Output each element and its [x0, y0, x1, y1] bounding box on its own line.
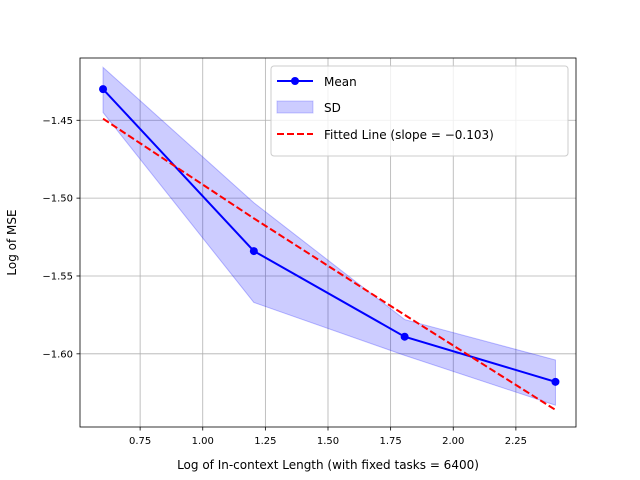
fitted-line [102, 117, 556, 411]
x-axis-label: Log of In-context Length (with fixed tas… [177, 458, 479, 472]
legend-mean-label: Mean [324, 75, 357, 89]
x-tick-label: 0.75 [129, 436, 151, 447]
mean-point [99, 85, 108, 94]
x-tick-label: 2.00 [442, 436, 464, 447]
legend-box [270, 65, 569, 157]
y-tick-label: −1.55 [42, 271, 73, 282]
x-tick-label: 2.25 [505, 436, 527, 447]
mean-point [400, 332, 409, 341]
legend-sd-patch [276, 100, 314, 114]
y-tick-label: −1.60 [42, 349, 73, 360]
y-axis-label: Log of MSE [5, 209, 19, 275]
x-tick-label: 1.50 [317, 436, 339, 447]
ticks: 0.75 1.00 1.25 1.50 1.75 2.00 2.25 −1.45 −1.50 −1… [42, 116, 527, 447]
grid [80, 58, 576, 427]
sd-band [102, 66, 556, 406]
series-layer [99, 85, 560, 411]
x-tick-label: 1.75 [379, 436, 401, 447]
y-tick-label: −1.50 [42, 194, 73, 205]
legend: Mean SD Fitted Line (slope = −0.103) [270, 65, 569, 157]
x-tick-label: 1.25 [254, 436, 276, 447]
mean-point [551, 377, 560, 386]
legend-mean-marker [291, 77, 299, 85]
sd-band-layer [102, 66, 556, 406]
mean-point [249, 247, 258, 256]
legend-fit-label: Fitted Line (slope = −0.103) [324, 128, 494, 142]
y-tick-label: −1.45 [42, 116, 73, 127]
mean-line [102, 88, 556, 383]
legend-sd-label: SD [324, 101, 341, 115]
x-tick-label: 1.00 [192, 436, 214, 447]
